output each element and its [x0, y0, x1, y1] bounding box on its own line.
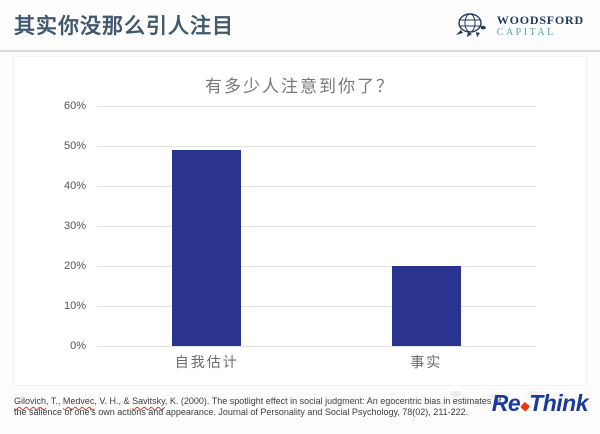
citation-misspelled-word: Medvec — [62, 396, 95, 406]
x-tick-事实: 事实 — [410, 356, 443, 371]
y-tick-10%: 10% — [63, 300, 86, 312]
gridline-60% — [97, 106, 536, 107]
citation-line-2: the salience of one's own actions and ap… — [14, 406, 469, 417]
y-tick-30%: 30% — [63, 220, 86, 232]
citation-fragment: , V. H., & — [94, 396, 133, 406]
bar-chart-plot-area — [97, 106, 536, 347]
header-divider — [0, 50, 600, 52]
page-title: 其实你没那么引人注目 — [14, 15, 234, 38]
citation-misspelled-word: Gilovich — [14, 396, 47, 406]
y-tick-0%: 0% — [70, 340, 86, 352]
gridline-20% — [97, 266, 536, 267]
turtle-globe-icon — [455, 13, 486, 37]
x-tick-自我估计: 自我估计 — [174, 356, 239, 371]
brand-text: WOODSFORD CAPITAL — [496, 12, 584, 39]
rethink-logo-part1: Re — [491, 390, 521, 416]
citation-fragment: , T., — [46, 396, 63, 406]
rethink-logo-part2: Think — [529, 390, 588, 416]
y-tick-20%: 20% — [63, 260, 86, 272]
brand-subname: CAPITAL — [496, 26, 556, 38]
gridline-50% — [97, 146, 536, 147]
gridline-0% — [97, 346, 536, 347]
citation-misspelled-word: Savitsky — [132, 396, 165, 406]
y-tick-50%: 50% — [63, 140, 86, 152]
faint-watermark — [440, 386, 570, 404]
chart-title: 有多少人注意到你了？ — [205, 77, 395, 96]
x-axis-labels: 自我估计 事实 — [97, 352, 536, 374]
y-tick-40%: 40% — [63, 180, 86, 192]
gridline-10% — [97, 306, 536, 307]
gridline-40% — [97, 186, 536, 187]
slide-canvas — [13, 56, 587, 386]
bar-自我估计 — [172, 150, 242, 346]
citation-text: Gilovich, T., Medvec, V. H., & Savitsky,… — [14, 396, 574, 417]
brand-logo: WOODSFORD CAPITAL — [451, 10, 584, 42]
bar-事实 — [391, 266, 461, 346]
citation-fragment: , K. (2000). The spotlight effect in soc… — [164, 396, 502, 406]
rethink-logo: Re Think — [491, 390, 589, 417]
citation-line-1: Gilovich, T., Medvec, V. H., & Savitsky,… — [14, 396, 574, 407]
y-axis-labels: 0% 10% 20% 30% 40% 50% 60% — [0, 100, 86, 352]
y-tick-60%: 60% — [63, 100, 86, 112]
brand-name: WOODSFORD — [496, 12, 584, 27]
gridline-30% — [97, 226, 536, 227]
